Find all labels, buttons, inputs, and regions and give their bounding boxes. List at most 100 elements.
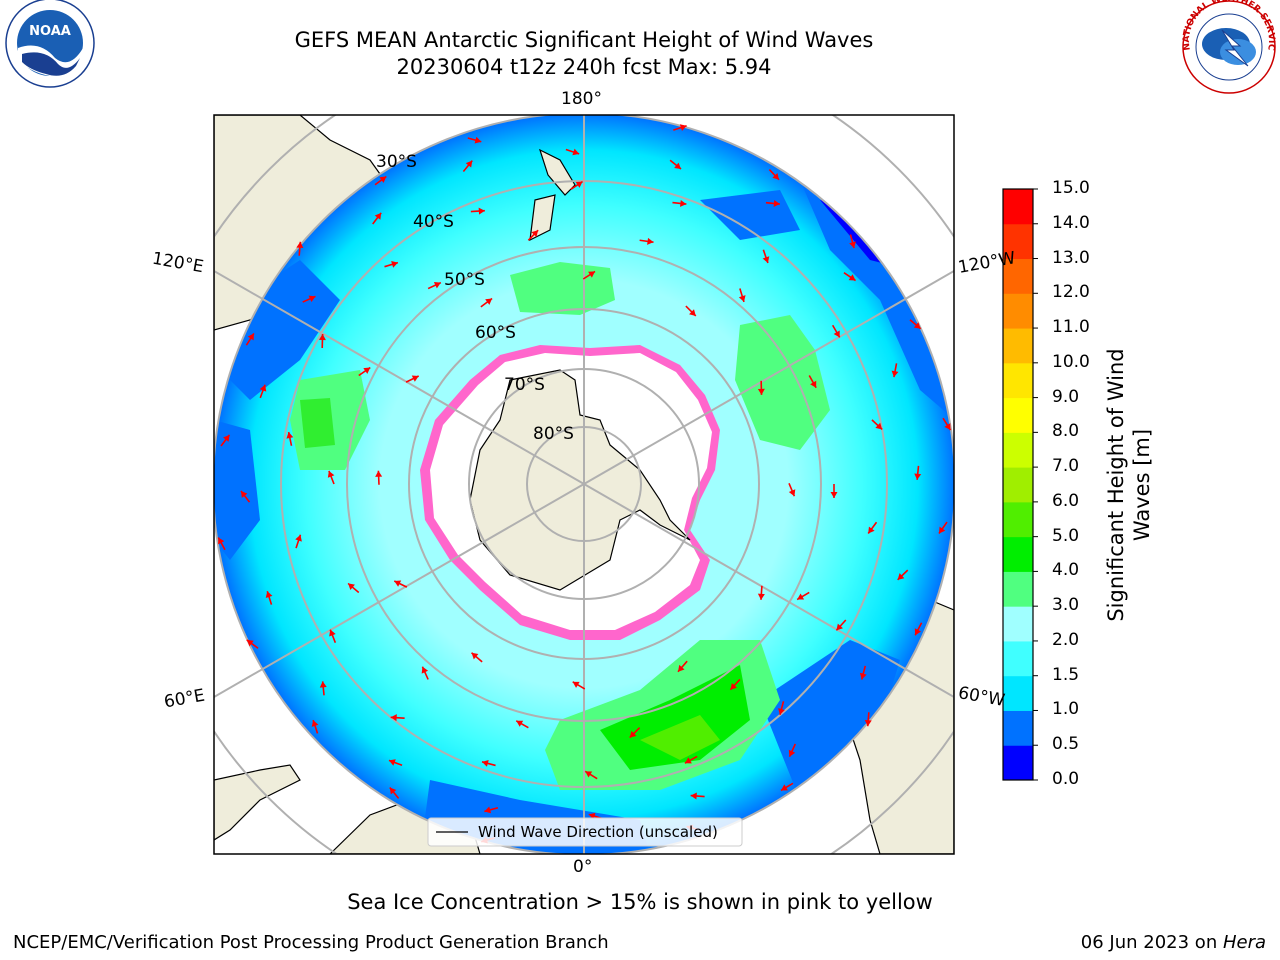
chart-title: GEFS MEAN Antarctic Significant Height o…	[294, 28, 874, 52]
wave-arrow-head	[295, 534, 302, 542]
colorbar-tick-label: 14.0	[1052, 212, 1090, 233]
colorbar-tick-label: 0.0	[1052, 769, 1080, 789]
wave-arrow-head	[375, 470, 383, 477]
wind-wave-arrows	[217, 124, 952, 844]
wave-arrow-head	[471, 652, 479, 660]
map-area: Wind Wave Direction (unscaled)	[214, 115, 954, 854]
footer-host: Hera	[1222, 932, 1266, 953]
wave-arrow-head	[433, 281, 441, 289]
noaa-logo: NOAA	[5, 0, 95, 88]
colorbar-tick-label: 12.0	[1052, 282, 1090, 303]
wave-arrow-head	[247, 333, 254, 341]
colorbar-tick-label: 2.0	[1052, 629, 1080, 650]
wave-arrow-head	[465, 160, 473, 168]
wave-arrow-head	[223, 434, 230, 442]
wave-arrow-head	[246, 639, 254, 647]
wave-arrow-head	[516, 720, 524, 727]
wave-arrow-head	[327, 470, 335, 478]
wave-arrow-head	[575, 181, 583, 188]
arrow-legend: Wind Wave Direction (unscaled)	[427, 817, 743, 847]
wave-arrow-head	[319, 681, 327, 688]
wave-arrow-head	[757, 388, 765, 395]
wave-arrow-head	[286, 432, 294, 439]
wave-arrow-head	[684, 757, 692, 764]
wave-arrow-head	[421, 666, 429, 674]
wave-arrow-head	[647, 237, 654, 245]
wave-arrow-head	[891, 370, 899, 378]
wave-arrow-head	[738, 295, 746, 302]
wave-arrow-head	[218, 537, 225, 545]
lat-label-80s: 80°S	[533, 424, 574, 444]
colorbar-swatch	[1003, 223, 1033, 260]
wave-arrow-head	[914, 473, 922, 480]
lat-label-40s: 40°S	[413, 212, 454, 232]
wave-arrow-head	[897, 573, 905, 580]
colorbar-tick-label: 0.5	[1052, 734, 1080, 755]
wave-arrow-head	[588, 271, 596, 278]
wave-arrow-head	[810, 380, 817, 388]
wave-arrow-head	[780, 784, 788, 791]
wave-arrow-head	[389, 787, 397, 795]
wave-arrow-head	[913, 322, 921, 329]
wave-arrow-head	[329, 629, 336, 637]
wave-arrow-head	[388, 759, 396, 766]
colorbar-swatch	[1003, 675, 1033, 711]
wave-arrow-head	[391, 261, 398, 268]
lat-label-60s: 60°S	[475, 323, 516, 343]
colorbar-swatch	[1003, 536, 1033, 572]
wave-arrow-head	[484, 806, 492, 814]
map-frame	[213, 114, 955, 855]
colorbar-swatch	[1003, 606, 1033, 642]
nws-ring-text: NATIONAL WEATHER SERVICE	[0, 0, 1276, 51]
wave-arrow-head	[308, 295, 316, 302]
colorbar-swatch	[1003, 397, 1033, 433]
wave-arrow-head	[689, 309, 696, 316]
wave-arrow-head	[859, 672, 867, 680]
wave-arrow-head	[773, 199, 780, 207]
wave-arrow-head	[296, 241, 304, 249]
legend-label: Wind Wave Direction (unscaled)	[478, 823, 718, 841]
wave-arrow-head	[572, 681, 580, 688]
colorbar-title: Significant Height of Wind Waves [m]	[1104, 348, 1154, 622]
wave-arrow-head	[914, 628, 922, 636]
wave-arrow-head	[411, 375, 419, 382]
colorbar-tick-label: 7.0	[1052, 456, 1080, 477]
colorbar-tick-label: 4.0	[1052, 560, 1080, 581]
wave-arrow-head	[379, 176, 387, 183]
graticule	[214, 115, 954, 854]
lon-label-0: 0°	[573, 857, 593, 877]
colorbar-tick-label: 1.0	[1052, 699, 1080, 720]
wave-arrow-head	[864, 719, 872, 727]
wave-arrow-head	[265, 591, 273, 599]
colorbar-swatch	[1003, 467, 1033, 503]
wave-arrow-head	[730, 682, 738, 690]
wave-arrow-head	[868, 526, 875, 534]
colorbar-swatch	[1003, 258, 1033, 294]
colorbar-swatch	[1003, 501, 1033, 538]
new-zealand-landmass	[529, 148, 576, 242]
wave-arrow-head	[572, 148, 580, 156]
svg-text:NATIONAL WEATHER SERVICE: NATIONAL WEATHER SERVICE	[0, 0, 1276, 51]
colorbar-swatch	[1003, 328, 1033, 364]
colorbar-tick-label: 8.0	[1052, 421, 1080, 442]
lat-label-70s: 70°S	[504, 375, 545, 395]
wave-arrow-head	[318, 334, 326, 341]
colorbar-swatch	[1003, 189, 1033, 225]
wave-arrow-head	[797, 593, 805, 600]
colorbar-tick-label: 3.0	[1052, 595, 1080, 616]
wave-arrow-head	[585, 771, 593, 778]
colorbar-swatch	[1003, 745, 1033, 781]
wave-arrow-head	[629, 730, 637, 738]
wave-arrow-head	[830, 492, 838, 498]
wave-arrow-head	[478, 207, 485, 215]
chart-subtitle: 20230604 t12z 240h fcst Max: 5.94	[396, 55, 772, 79]
footer-date: 06 Jun 2023 on Hera	[1081, 932, 1266, 953]
wave-arrow-head	[690, 792, 697, 800]
colorbar-tick-label: 11.0	[1052, 317, 1090, 338]
wave-arrow-head	[836, 623, 844, 631]
wave-arrow-head	[788, 749, 796, 757]
colorbar-tick-label: 10.0	[1052, 351, 1090, 372]
colorbar-swatch	[1003, 710, 1033, 746]
wave-arrow-head	[531, 230, 539, 237]
wave-arrow-head	[944, 423, 951, 431]
